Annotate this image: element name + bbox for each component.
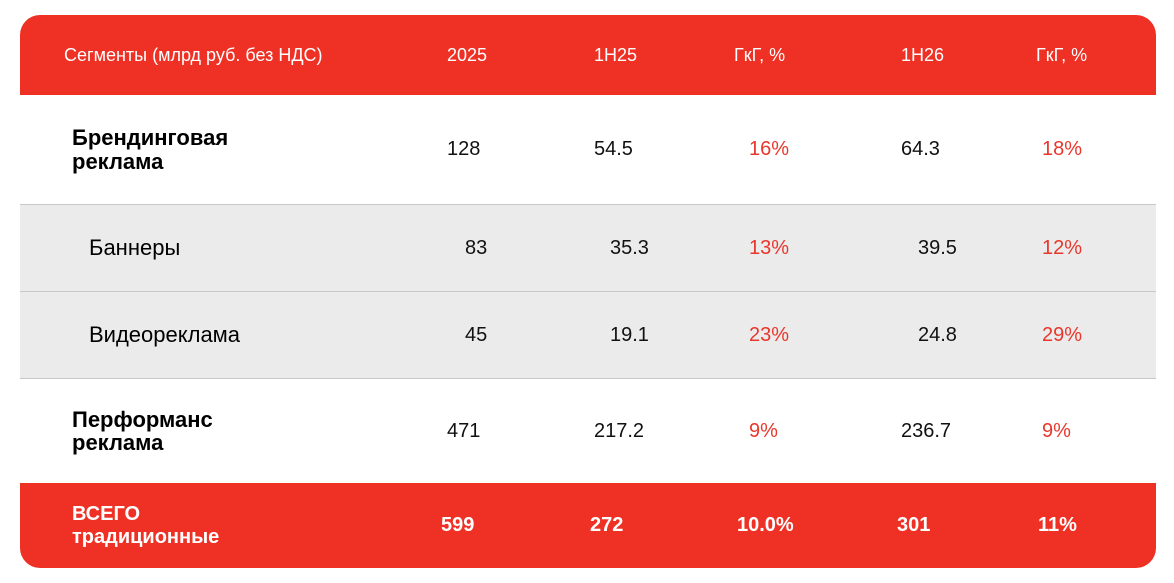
cell: 39.5 [918, 236, 957, 259]
cell: 128 [447, 138, 481, 160]
cell: 217.2 [594, 419, 645, 442]
row-label: Видеореклама [89, 322, 241, 348]
row-label: Брендинговая реклама [72, 125, 229, 174]
cell: 301 [897, 514, 931, 536]
header-cell: 1H25 [594, 44, 638, 65]
table-row: Перформанс реклама 471 217.2 9% 236.7 9% [20, 378, 1156, 483]
total-row: ВСЕГО традиционные 599 272 10.0% 301 11% [20, 483, 1156, 568]
cell: 471 [447, 419, 481, 442]
cell: 9% [1042, 419, 1071, 442]
cell: 23% [749, 323, 790, 346]
header-row: Сегменты (млрд руб. без НДС) 2025 1H25 Г… [20, 15, 1156, 95]
row-label: Перформанс реклама [72, 406, 213, 455]
cell: 236.7 [901, 419, 952, 442]
header-cell: ГкГ, % [1036, 44, 1088, 65]
cell: 272 [590, 514, 624, 536]
table-row: Видеореклама 45 19.1 23% 24.8 29% [20, 291, 1156, 378]
table-row: Баннеры 83 35.3 13% 39.5 12% [20, 204, 1156, 291]
cell: 9% [749, 419, 778, 442]
cell: 45 [465, 323, 488, 346]
header-cell: 2025 [447, 44, 488, 65]
header-cell: 1H26 [901, 44, 945, 65]
cell: 18% [1042, 138, 1083, 160]
cell: 35.3 [610, 236, 649, 259]
cell: 12% [1042, 236, 1083, 259]
cell: 16% [749, 138, 790, 160]
cell: 64.3 [901, 138, 940, 160]
cell: 599 [441, 514, 475, 536]
table-row: Брендинговая реклама 128 54.5 16% 64.3 1… [20, 95, 1156, 204]
cell: 83 [465, 236, 488, 259]
header-cell: ГкГ, % [734, 44, 786, 65]
cell: 11% [1038, 514, 1077, 536]
cell: 10.0% [737, 514, 794, 536]
cell: 24.8 [918, 323, 957, 346]
cell: 19.1 [610, 323, 649, 346]
row-label: Баннеры [89, 235, 181, 261]
cell: 54.5 [594, 138, 633, 160]
row-label: ВСЕГО традиционные [72, 502, 220, 548]
cell: 29% [1042, 323, 1083, 346]
header-cell: Сегменты (млрд руб. без НДС) [64, 44, 323, 65]
table: Сегменты (млрд руб. без НДС) 2025 1H25 Г… [20, 15, 1156, 568]
cell: 13% [749, 236, 790, 259]
